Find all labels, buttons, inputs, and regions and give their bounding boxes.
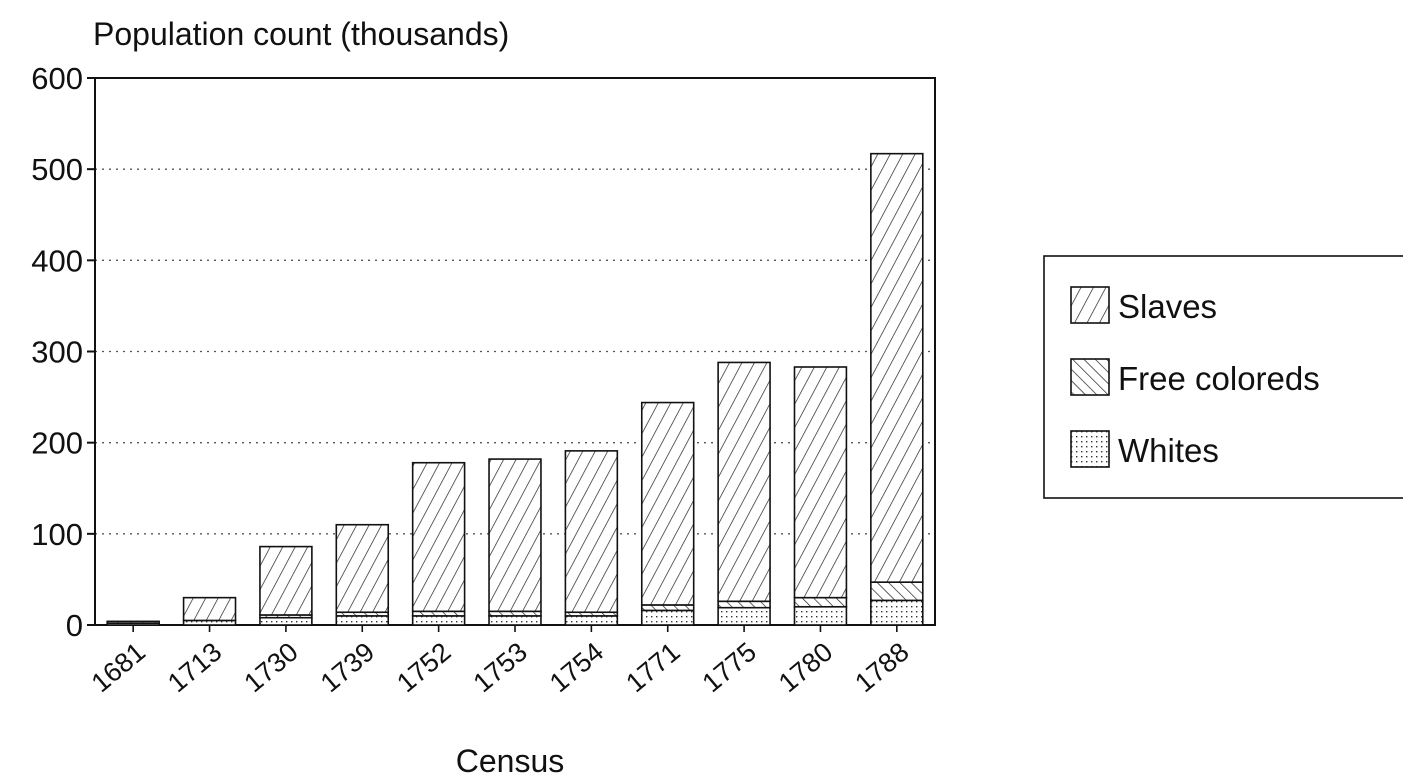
- x-tick-label: 1771: [620, 637, 685, 699]
- bar-whites-1739: [335, 615, 390, 626]
- x-tick-label: 1754: [544, 637, 609, 699]
- x-axis: 1681 1713 1730 1739 1752 1753 1754 1771 1775 1780…: [86, 625, 915, 698]
- y-tick-label: 200: [31, 426, 83, 461]
- x-tick-label: 1713: [162, 637, 227, 699]
- bar-slaves-1730: [259, 545, 313, 616]
- bar-whites-1752: [411, 615, 466, 626]
- bar-slaves-1713: [182, 596, 237, 622]
- bar-slaves-1775: [717, 361, 771, 603]
- bar-free-coloreds-1780: [793, 596, 848, 608]
- x-tick-label: 1753: [468, 637, 533, 699]
- bar-slaves-1739: [335, 523, 390, 614]
- y-tick-label: 100: [31, 517, 83, 552]
- bar-slaves-1771: [640, 401, 695, 606]
- chart-title: Population count (thousands): [93, 16, 509, 52]
- bar-slaves-1754: [564, 450, 619, 614]
- y-tick-label: 600: [31, 61, 83, 96]
- y-tick-label: 0: [66, 608, 83, 643]
- y-tick-label: 500: [31, 152, 83, 187]
- legend-swatch-free-coloreds: [1070, 358, 1110, 396]
- bar-whites-1753: [488, 615, 542, 626]
- bar-slaves-1752: [411, 461, 466, 613]
- legend-swatch-whites: [1070, 430, 1110, 468]
- bar-slaves-1681: [106, 620, 160, 624]
- bar-slaves-1753: [488, 458, 542, 613]
- x-tick-label: 1739: [315, 637, 380, 699]
- y-tick-label: 300: [31, 335, 83, 370]
- bars: [106, 152, 924, 626]
- legend: Slaves Free coloreds Whites: [1043, 255, 1403, 499]
- bar-whites-1780: [793, 605, 848, 626]
- x-tick-label: 1752: [391, 637, 456, 699]
- x-tick-label: 1730: [238, 637, 303, 699]
- bar-whites-1788: [870, 599, 924, 626]
- bar-slaves-1780: [793, 366, 848, 599]
- bar-whites-1775: [717, 606, 771, 626]
- bar-whites-1771: [640, 609, 695, 626]
- legend-label: Whites: [1118, 432, 1219, 469]
- y-axis: 0 100 200 300 400 500 600: [31, 61, 95, 643]
- bar-whites-1754: [564, 615, 619, 626]
- x-tick-label: 1780: [773, 637, 838, 699]
- x-tick-label: 1775: [697, 637, 762, 699]
- legend-label: Free coloreds: [1118, 360, 1320, 397]
- x-axis-label: Census: [456, 743, 565, 777]
- bar-free-coloreds-1788: [870, 581, 924, 602]
- bar-whites-1730: [259, 616, 313, 626]
- bar-slaves-1788: [870, 152, 924, 583]
- bar-free-coloreds-1771: [640, 604, 695, 612]
- legend-swatch-slaves: [1070, 286, 1110, 324]
- x-tick-label: 1788: [849, 637, 914, 699]
- y-tick-label: 400: [31, 243, 83, 278]
- bar-free-coloreds-1775: [717, 600, 771, 609]
- legend-label: Slaves: [1118, 288, 1217, 325]
- x-tick-label: 1681: [86, 637, 151, 699]
